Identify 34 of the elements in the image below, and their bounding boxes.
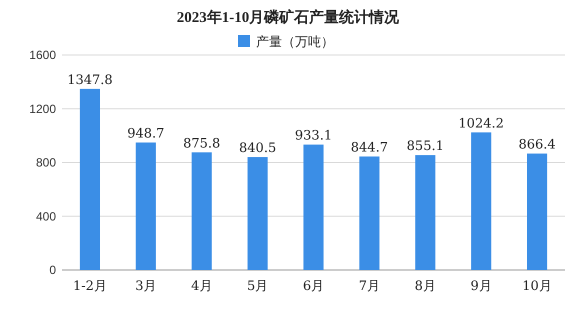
data-label: 1347.8	[67, 72, 113, 88]
bar	[415, 155, 436, 270]
bar	[80, 88, 100, 270]
data-label: 933.1	[294, 128, 332, 144]
x-tick-label: 10月	[522, 279, 552, 294]
data-label: 875.8	[183, 136, 220, 152]
y-tick-label: 400	[36, 209, 56, 224]
data-label: 866.4	[518, 138, 556, 153]
data-label: 844.7	[350, 140, 388, 156]
data-label: 855.1	[406, 139, 444, 154]
bar	[303, 144, 324, 270]
x-tick-label: 8月	[414, 279, 436, 294]
legend-label: 产量（万吨）	[256, 34, 334, 49]
x-tick-label: 4月	[191, 279, 212, 294]
y-tick-label: 1600	[29, 48, 56, 62]
bar	[359, 156, 380, 270]
x-tick-label: 7月	[358, 279, 380, 294]
data-label: 1024.2	[458, 116, 504, 132]
x-tick-label: 6月	[302, 279, 324, 294]
bar	[248, 157, 268, 270]
bar	[136, 142, 156, 270]
x-tick-label: 5月	[246, 279, 268, 294]
bar	[526, 154, 548, 270]
x-tick-label: 1-2月	[72, 279, 107, 294]
bar	[192, 152, 212, 270]
x-tick-label: 3月	[135, 279, 156, 294]
x-tick-label: 9月	[470, 279, 492, 294]
data-label: 840.5	[239, 141, 276, 156]
y-tick-label: 0	[49, 263, 56, 277]
bar	[471, 132, 492, 270]
y-tick-label: 800	[36, 156, 56, 170]
y-tick-label: 1200	[29, 102, 56, 116]
chart-title: 2023年1-10月磷矿石产量统计情况	[176, 8, 400, 26]
data-label: 948.7	[127, 126, 164, 142]
